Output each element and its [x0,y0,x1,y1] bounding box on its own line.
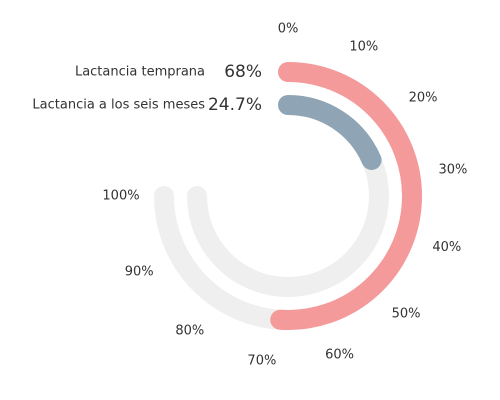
tick-label: 0% [278,22,299,37]
tick-label: 60% [325,347,354,362]
tick-label: 80% [175,324,204,339]
tick-label: 20% [409,90,438,105]
tick-label: 100% [102,189,139,204]
bar [278,95,382,170]
tick-label: 90% [125,264,154,279]
tick-label: 40% [432,240,461,255]
bar [270,62,422,330]
tick-label: 50% [392,307,421,322]
legend-label: Lactancia a los seis meses [32,98,205,113]
value-label: 24.7% [208,95,262,115]
tick-label: 30% [438,162,467,177]
legend-label: Lactancia temprana [75,65,205,80]
tick-label: 70% [247,353,276,368]
tick-label: 10% [349,40,378,55]
value-label: 68% [224,62,262,82]
